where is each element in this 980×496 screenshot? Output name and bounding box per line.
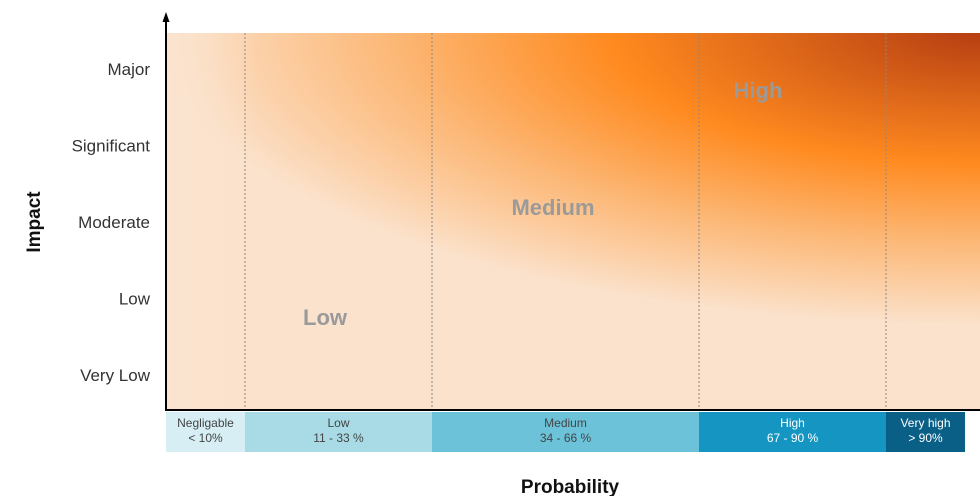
probability-separators	[244, 33, 887, 410]
probability-band-range: > 90%	[908, 431, 943, 445]
y-tick-label: Significant	[72, 137, 151, 156]
probability-band-range: < 10%	[188, 431, 223, 445]
probability-band-name: High	[780, 416, 805, 430]
probability-band	[699, 412, 886, 452]
risk-zone-label: High	[734, 78, 783, 103]
probability-band-name: Medium	[544, 416, 587, 430]
probability-band	[245, 412, 432, 452]
y-tick-labels: Very Low Low Moderate Significant Major	[72, 60, 151, 385]
y-tick-label: Low	[119, 290, 151, 309]
probability-band	[166, 412, 245, 452]
probability-band-name: Very high	[900, 416, 950, 430]
y-tick-label: Moderate	[78, 213, 150, 232]
probability-band	[886, 412, 965, 452]
probability-band-name: Low	[327, 416, 349, 430]
heat-area	[166, 33, 980, 410]
probability-band	[432, 412, 699, 452]
probability-band-range: 34 - 66 %	[540, 431, 592, 445]
risk-zone-label: Medium	[511, 195, 594, 220]
x-axis-title: Probability	[521, 477, 620, 496]
risk-zone-label: Low	[303, 305, 348, 330]
risk-zone-labels: Low Medium High	[303, 78, 782, 330]
probability-band-range: 11 - 33 %	[313, 431, 364, 445]
probability-band-range: 67 - 90 %	[767, 431, 819, 445]
y-axis-title: Impact	[24, 191, 45, 253]
probability-band-name: Negligable	[177, 416, 234, 430]
y-axis-arrow	[162, 12, 170, 22]
y-tick-label: Major	[107, 60, 150, 79]
y-tick-label: Very Low	[80, 366, 151, 385]
heat-left-fade	[166, 33, 256, 410]
